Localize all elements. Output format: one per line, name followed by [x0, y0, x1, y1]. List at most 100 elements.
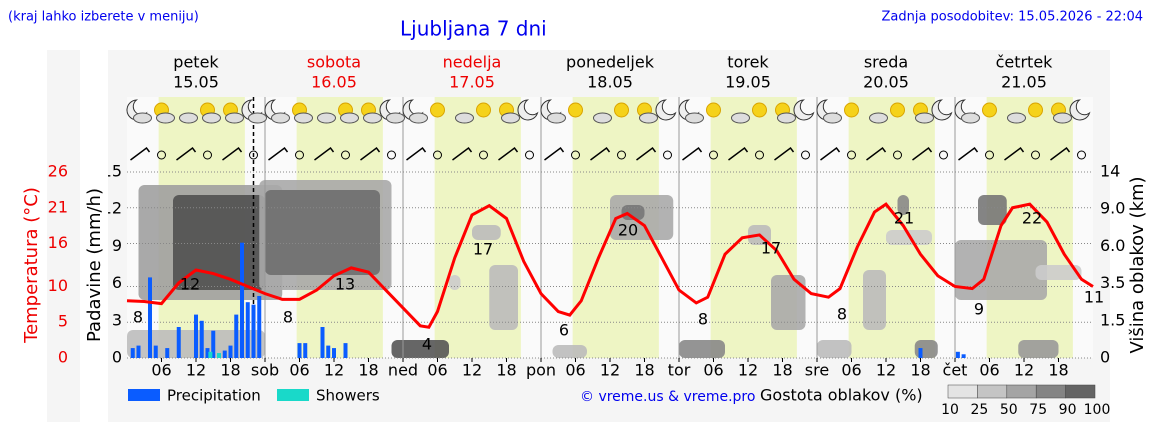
- day-date: 21.05: [1001, 73, 1047, 92]
- moon-icon: [517, 99, 539, 121]
- cloud-patch: [897, 195, 909, 215]
- cloud-density: [127, 180, 1082, 358]
- cloud-height-tick-label: 1.5: [1100, 310, 1125, 329]
- cloud-patch: [489, 265, 518, 330]
- cloud-icon: [248, 112, 267, 124]
- wind-barb: [544, 146, 565, 161]
- day-date: 19.05: [725, 73, 771, 92]
- cloud-icon: [823, 112, 842, 124]
- precipitation-tick-label: 6: [112, 273, 122, 292]
- moon-icon: [655, 99, 677, 121]
- day-date: 16.05: [311, 73, 357, 92]
- cloud-patch: [621, 205, 645, 220]
- x-tick-label: 06: [979, 361, 999, 380]
- temperature-line: [126, 202, 1094, 329]
- day-name: ponedeljek: [566, 53, 655, 72]
- x-tick-label: 06: [427, 361, 447, 380]
- precipitation-bar: [234, 314, 239, 358]
- cloud-icon: [547, 112, 566, 124]
- cloud-icon: [294, 112, 313, 124]
- wind-barb: [728, 146, 749, 161]
- cloud-icon: [915, 112, 934, 124]
- x-tick-label: 18: [1048, 361, 1068, 380]
- cloud-icon: [685, 112, 704, 124]
- day-name: petek: [173, 53, 219, 72]
- x-tick-label: sob: [251, 361, 279, 380]
- temperature: [126, 202, 1094, 329]
- cloud-icon: [1007, 112, 1026, 124]
- precipitation-bar: [217, 353, 221, 358]
- wind-barb: [314, 146, 335, 161]
- precipitation-bar: [918, 348, 923, 358]
- calm-icon: [939, 150, 948, 160]
- cloud-icon: [869, 112, 888, 124]
- temperature-label: 17: [473, 240, 493, 259]
- temperature-label: 8: [698, 310, 708, 329]
- cloud-icon: [593, 112, 612, 124]
- day-date: 15.05: [173, 73, 219, 92]
- wind-barb: [820, 146, 841, 161]
- precipitation-bar: [130, 348, 135, 358]
- cloud-icon: [777, 112, 796, 124]
- x-tick-label: 12: [186, 361, 206, 380]
- density-level: 25: [970, 402, 988, 418]
- sun-icon: [614, 102, 629, 118]
- cloud-height-axis-title: Višina oblakov (km): [1127, 176, 1148, 353]
- x-tick-label: 18: [358, 361, 378, 380]
- calm-icon: [203, 150, 212, 160]
- moon-icon: [793, 99, 815, 121]
- x-tick-label: 12: [324, 361, 344, 380]
- cloud-icon: [731, 112, 750, 124]
- cloud-icon: [225, 112, 244, 124]
- temperature-label: 8: [283, 308, 293, 327]
- x-tick-label: sre: [805, 361, 829, 380]
- day-name: nedelja: [443, 53, 502, 72]
- cloud-patch: [552, 345, 587, 358]
- wind-barb: [1004, 146, 1025, 161]
- x-tick-label: 12: [462, 361, 482, 380]
- sun-icon: [1028, 102, 1043, 118]
- cloud-height-tick-label: 14: [1100, 162, 1120, 181]
- wind-barb: [498, 146, 519, 161]
- precipitation-bar: [199, 320, 204, 358]
- wind-barb: [682, 146, 703, 161]
- day-name: sobota: [307, 53, 361, 72]
- precipitation-bar: [257, 296, 262, 358]
- density-level: 90: [1059, 402, 1077, 418]
- temperature-axis-title: Temperatura (°C): [21, 187, 42, 344]
- wind-barb: [222, 146, 243, 161]
- density-level: 75: [1029, 402, 1047, 418]
- x-tick-label: 18: [772, 361, 792, 380]
- cloud-icon: [386, 112, 405, 124]
- precipitation-bar: [326, 345, 331, 358]
- precipitation-bar: [176, 327, 181, 358]
- weather-icons: [126, 99, 1091, 161]
- precipitation-bar: [320, 327, 325, 358]
- cloud-patch: [863, 270, 886, 330]
- cloud-patch: [472, 225, 501, 240]
- x-tick-label: 06: [151, 361, 171, 380]
- sun-icon: [890, 102, 905, 118]
- cloud-height-tick-label: 3.5: [1100, 273, 1125, 292]
- x-tick-label: 18: [634, 361, 654, 380]
- precipitation-tick-label: 15: [102, 162, 122, 181]
- density-swatch: [947, 384, 978, 399]
- wind-barb: [912, 146, 933, 161]
- wind-barb: [866, 146, 887, 161]
- density-level: 50: [1000, 402, 1018, 418]
- calm-icon: [433, 150, 442, 160]
- cloud-icon: [409, 112, 428, 124]
- density-level: 100: [1084, 402, 1111, 418]
- cloud-patch: [817, 340, 852, 358]
- wind-barb: [590, 146, 611, 161]
- density-title: Gostota oblakov (%): [760, 386, 923, 405]
- cloud-icon: [271, 112, 290, 124]
- density-swatch: [1065, 384, 1096, 399]
- precipitation-bar: [303, 343, 308, 358]
- x-tick-label: čet: [943, 361, 968, 380]
- wind-barb: [636, 146, 657, 161]
- note: (kraj lahko izberete v meniju): [8, 10, 199, 25]
- density-level: 10: [941, 402, 959, 418]
- calm-icon: [755, 150, 764, 160]
